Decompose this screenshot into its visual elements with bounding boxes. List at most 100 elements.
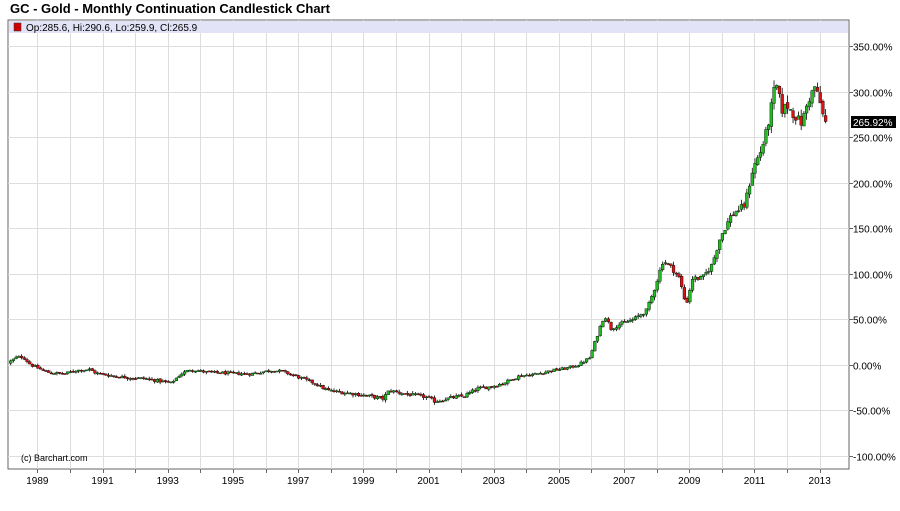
candle-body-up <box>155 379 160 383</box>
candle-body-down <box>473 390 477 392</box>
candle-body-up <box>435 401 439 403</box>
candle-body-up <box>220 371 225 374</box>
candle-body-up <box>783 103 787 114</box>
candle-body-down <box>731 214 735 217</box>
candle-body-up <box>226 371 230 375</box>
candle-body-up <box>726 221 730 230</box>
candle-body-down <box>223 371 227 375</box>
candle-body-up <box>87 368 92 371</box>
candle-body-up <box>582 362 586 364</box>
candle-body-up <box>574 366 578 368</box>
candle-body-up <box>17 356 21 358</box>
candle-body-up <box>261 371 265 374</box>
candle-body-down <box>106 374 111 377</box>
x-tick-label: 2011 <box>744 476 766 487</box>
candle-body-down <box>430 396 434 399</box>
candle-body-up <box>411 393 415 396</box>
candle-body-down <box>332 390 336 392</box>
candle-body-up <box>693 276 697 280</box>
y-tick-label: 300.00% <box>853 89 893 100</box>
candle-body-up <box>565 367 570 370</box>
last-value-label: 265.92% <box>853 118 893 129</box>
candle-body-up <box>536 373 540 375</box>
candle-body-down <box>680 276 684 287</box>
candle-body-down <box>30 363 35 367</box>
candle-body-up <box>628 320 632 323</box>
candle-body-up <box>709 264 714 272</box>
candle-body-up <box>663 262 667 264</box>
candle-body-up <box>457 395 461 397</box>
candle-body-up <box>492 385 496 388</box>
candle-body-down <box>201 370 206 373</box>
candle-body-down <box>408 393 412 396</box>
candle-body-down <box>685 298 689 303</box>
candle-body-down <box>394 390 399 392</box>
candle-body-up <box>161 380 165 383</box>
candle-body-up <box>772 87 776 104</box>
last-value-label-bg <box>851 116 896 128</box>
x-tick-label: 1993 <box>157 476 180 487</box>
candle-body-up <box>479 386 483 389</box>
candle-body-down <box>163 380 168 382</box>
candle-body-down <box>283 370 287 372</box>
candle-body-up <box>620 321 624 325</box>
candle-body-up <box>443 399 447 402</box>
candle-body-up <box>739 204 744 210</box>
candle-body-up <box>530 374 534 376</box>
candle-body-down <box>696 277 700 280</box>
candle-body-down <box>402 393 407 395</box>
candle-body-up <box>544 371 548 374</box>
candle-body-up <box>343 392 347 395</box>
candle-body-down <box>370 394 374 396</box>
candle-body-up <box>240 373 244 376</box>
candle-body-up <box>299 377 303 379</box>
candle-body-up <box>595 336 600 342</box>
candle-body-up <box>182 371 187 375</box>
candle-body-down <box>316 384 320 387</box>
candle-body-up <box>546 370 551 373</box>
candle-body-down <box>500 383 504 386</box>
candle-body-down <box>381 396 385 400</box>
candle-body-up <box>253 372 257 374</box>
candle-body-up <box>688 290 692 303</box>
candle-body-up <box>707 271 711 273</box>
candle-body-down <box>441 400 445 403</box>
candle-body-up <box>109 375 113 377</box>
candle-body-up <box>185 370 189 373</box>
candle-body-down <box>63 373 67 375</box>
candle-body-down <box>297 375 301 379</box>
candle-body-up <box>77 369 81 372</box>
candle-body-up <box>250 372 255 376</box>
candle-body-up <box>506 379 510 384</box>
candle-body-down <box>405 392 409 395</box>
candle-body-up <box>278 369 282 372</box>
candle-body-up <box>699 276 703 280</box>
candle-body-up <box>644 308 648 315</box>
legend-band <box>9 21 848 33</box>
candle-body-up <box>712 257 716 265</box>
candle-body-down <box>571 365 575 368</box>
candle-body-up <box>212 371 217 373</box>
candle-body-up <box>631 319 635 321</box>
candle-body-down <box>671 265 676 273</box>
candle-body-up <box>576 365 581 368</box>
candle-body-down <box>609 322 613 330</box>
candle-body-down <box>93 370 97 374</box>
candle-body-down <box>245 373 249 375</box>
candle-body-down <box>356 393 361 396</box>
candle-body-up <box>715 250 719 259</box>
candle-body-down <box>563 367 567 370</box>
candle-body-down <box>267 370 271 372</box>
candle-body-down <box>41 369 45 371</box>
candle-body-up <box>204 371 208 373</box>
candle-body-up <box>85 369 89 372</box>
candle-body-down <box>351 393 355 396</box>
candle-body-down <box>422 394 426 398</box>
candle-body-down <box>549 370 553 373</box>
candle-body-down <box>489 386 494 388</box>
candle-body-up <box>514 378 518 381</box>
candle-body-down <box>824 115 828 122</box>
y-axis: 350.00% 300.00% 250.00% 200.00% 150.00% 100.0… <box>849 43 896 464</box>
candle-body-up <box>750 172 754 186</box>
